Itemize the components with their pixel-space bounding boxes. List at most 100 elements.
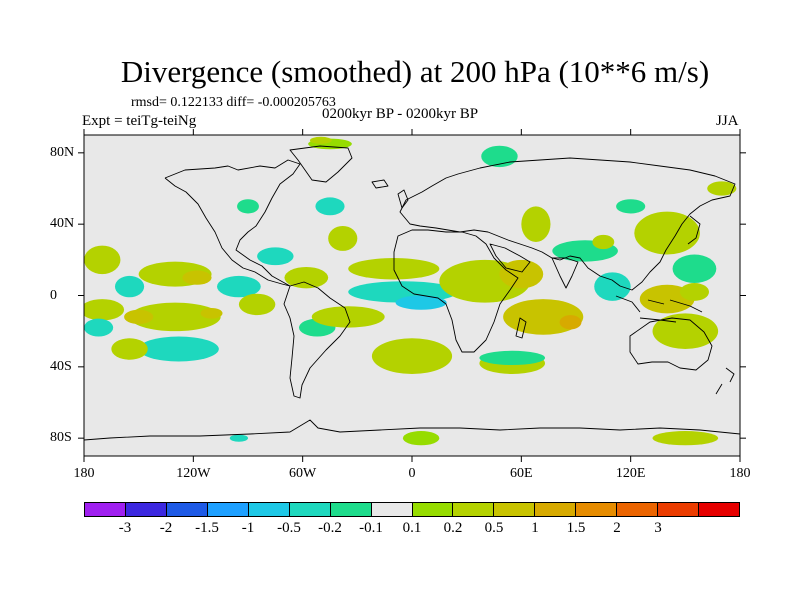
colorbar-label-11: 1.5 <box>566 520 586 536</box>
coastline-greenland <box>289 145 353 183</box>
field-region-40 <box>479 350 546 366</box>
field-region-3 <box>114 275 145 298</box>
field-region-14 <box>284 266 329 289</box>
tick-marks <box>78 129 746 462</box>
colorbar-swatch-15 <box>699 503 739 516</box>
coastlines <box>84 145 740 441</box>
field-region-10 <box>238 293 276 316</box>
field-region-17 <box>328 225 358 251</box>
field-region-28 <box>521 206 551 243</box>
colorbar-label-13: 3 <box>654 520 662 536</box>
colorbar-swatch-11 <box>535 503 577 516</box>
colorbar-label-1: -2 <box>159 520 173 536</box>
field-region-23 <box>371 338 453 374</box>
period-label: 0200kyr BP - 0200kyr BP <box>322 106 479 122</box>
x-tick-label-0: 180 <box>73 466 95 481</box>
field-region-46 <box>707 181 737 196</box>
coastline-maritime-continent <box>615 295 703 323</box>
colorbar-swatch-13 <box>617 503 659 516</box>
colorbar-swatch-1 <box>125 503 167 516</box>
colorbar-label-10: 1 <box>531 520 539 536</box>
coastline-madagascar <box>515 317 527 339</box>
colorbar-label-6: -0.1 <box>359 520 383 536</box>
y-tick-label-4: 80S <box>50 430 72 446</box>
field-region-45 <box>616 199 646 214</box>
colorbar-swatch-6 <box>330 503 372 516</box>
field-region-22 <box>395 295 447 310</box>
x-tick-label-4: 60E <box>510 466 533 481</box>
coastline-eurasia <box>399 157 736 291</box>
colorbar-swatch-12 <box>576 503 618 516</box>
y-tick-label-2: 0 <box>50 287 57 303</box>
field-region-38 <box>679 283 710 301</box>
coastline-antarctica <box>84 419 740 441</box>
field-region-13 <box>257 247 294 266</box>
colorbar-swatch-4 <box>248 503 290 516</box>
field-region-5 <box>182 270 212 285</box>
field-region-12 <box>111 338 148 360</box>
season-label: JJA <box>716 113 739 129</box>
x-tick-label-2: 60W <box>289 466 317 481</box>
colorbar-label-0: -3 <box>118 520 132 536</box>
colorbar-label-9: 0.5 <box>484 520 504 536</box>
colorbar-swatch-7 <box>371 503 413 516</box>
coastline-north-america <box>164 159 301 287</box>
field-region-1 <box>84 299 125 321</box>
field-region-6 <box>129 302 221 332</box>
coastline-new-zealand <box>715 367 735 395</box>
colorbar-label-3: -1 <box>241 520 255 536</box>
field-region-11 <box>138 336 219 362</box>
plot-title: Divergence (smoothed) at 200 hPa (10**6 … <box>120 54 710 89</box>
field-region-30 <box>559 315 582 330</box>
colorbar <box>84 502 740 517</box>
field-region-8 <box>200 307 223 319</box>
colorbar-label-4: -0.5 <box>277 520 301 536</box>
field-region-33 <box>592 234 615 250</box>
colorbar-swatch-5 <box>289 503 331 516</box>
stats-text: rmsd= 0.122133 diff= -0.000205763 <box>131 95 336 110</box>
x-tick-label-6: 180 <box>729 466 751 481</box>
field-region-27 <box>499 259 544 289</box>
coastline-iceland <box>371 179 389 189</box>
colorbar-swatch-3 <box>207 503 249 516</box>
field-region-18 <box>315 197 345 216</box>
field-region-25 <box>229 434 248 442</box>
colorbar-label-8: 0.2 <box>443 520 463 536</box>
experiment-label: Expt = teiTg-teiNg <box>82 113 197 129</box>
y-tick-label-1: 40N <box>50 216 75 232</box>
coastline-arabia <box>489 243 531 273</box>
x-tick-label-1: 120W <box>176 466 211 481</box>
colorbar-swatch-9 <box>453 503 495 516</box>
field-region-24 <box>402 431 440 446</box>
x-tick-label-5: 120E <box>615 466 646 481</box>
colorbar-label-7: 0.1 <box>402 520 422 536</box>
field-region-19 <box>237 199 259 214</box>
coastline-africa <box>393 229 519 353</box>
field-region-2 <box>84 318 114 337</box>
coastline-japan <box>687 215 701 245</box>
colorbar-label-2: -1.5 <box>195 520 219 536</box>
field-region-7 <box>124 309 154 325</box>
y-tick-label-0: 80N <box>50 144 75 160</box>
coastline-australia <box>629 317 713 371</box>
colorbar-swatch-10 <box>494 503 536 516</box>
colorbar-swatch-2 <box>166 503 208 516</box>
coastline-south-america <box>283 281 351 399</box>
field-region-0 <box>84 245 121 275</box>
x-tick-label-3: 0 <box>408 466 416 481</box>
field-region-44 <box>652 431 719 446</box>
coastline-india <box>551 257 579 289</box>
colorbar-label-5: -0.2 <box>318 520 342 536</box>
field-region-43 <box>309 136 332 144</box>
y-tick-label-3: 40S <box>50 358 72 374</box>
field-region-9 <box>217 275 261 298</box>
field-region-37 <box>652 313 719 349</box>
colorbar-label-12: 2 <box>613 520 621 536</box>
colorbar-swatch-8 <box>412 503 454 516</box>
colorbar-swatch-14 <box>658 503 700 516</box>
colorbar-swatch-0 <box>85 503 126 516</box>
field-region-35 <box>672 254 717 284</box>
field-region-31 <box>594 272 631 301</box>
field-region-41 <box>481 145 518 168</box>
